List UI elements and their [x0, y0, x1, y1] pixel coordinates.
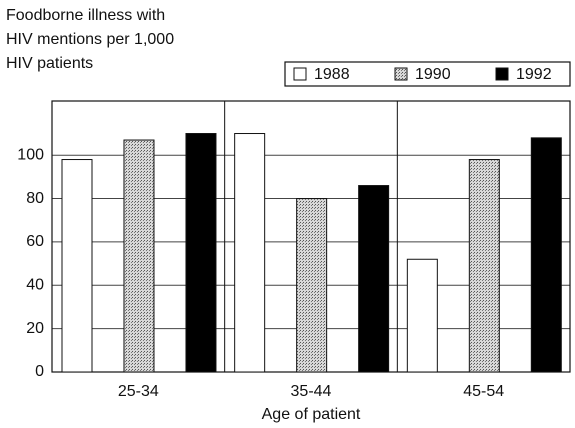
legend-label: 1992 — [516, 66, 552, 83]
bar — [468, 159, 500, 373]
y-tick-label: 60 — [26, 233, 44, 250]
bar — [530, 137, 562, 373]
legend-label: 1988 — [314, 66, 350, 83]
x-tick-label: 25-34 — [118, 383, 159, 400]
y-tick-label: 0 — [35, 363, 44, 380]
bar — [358, 185, 390, 373]
bar — [123, 139, 155, 373]
legend-label: 1990 — [415, 66, 451, 83]
chart-title: Foodborne illness with HIV mentions per … — [6, 7, 175, 72]
x-tick-label: 45-54 — [463, 383, 504, 400]
y-tick-label: 80 — [26, 190, 44, 207]
legend-swatch — [394, 67, 408, 81]
bar — [185, 133, 217, 373]
bar — [234, 133, 266, 373]
y-tick-label: 20 — [26, 320, 44, 337]
bar — [61, 159, 93, 373]
y-tick-label: 100 — [17, 146, 44, 163]
x-tick-label: 35-44 — [291, 383, 332, 400]
legend-box — [284, 61, 571, 87]
legend-swatch — [293, 67, 307, 81]
y-tick-label: 40 — [26, 276, 44, 293]
legend-swatch — [495, 67, 509, 81]
bar — [406, 258, 438, 373]
x-axis-label: Age of patient — [262, 406, 361, 423]
bar — [296, 198, 328, 373]
